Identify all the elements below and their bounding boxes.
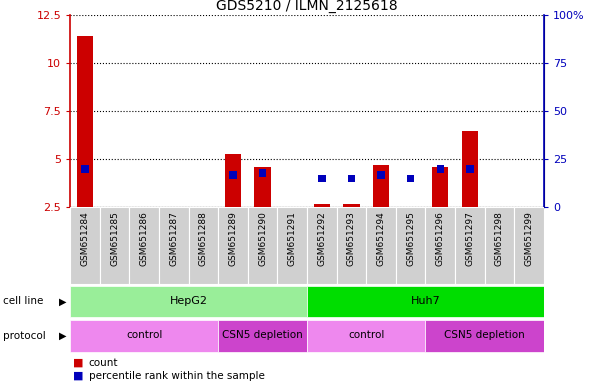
- Bar: [259, 169, 266, 177]
- Text: GSM651290: GSM651290: [258, 211, 267, 266]
- Text: GSM651297: GSM651297: [466, 211, 474, 266]
- Bar: [307, 207, 337, 284]
- Bar: [255, 167, 271, 207]
- Bar: [396, 207, 425, 284]
- Bar: [514, 207, 544, 284]
- Text: GSM651299: GSM651299: [524, 211, 533, 266]
- Bar: [229, 171, 236, 179]
- Text: GSM651295: GSM651295: [406, 211, 415, 266]
- Bar: [425, 320, 544, 352]
- Bar: [307, 286, 544, 317]
- Text: control: control: [348, 330, 384, 340]
- Text: GSM651291: GSM651291: [288, 211, 297, 266]
- Text: control: control: [126, 330, 163, 340]
- Text: percentile rank within the sample: percentile rank within the sample: [89, 371, 265, 381]
- Bar: [432, 167, 448, 207]
- Bar: [81, 165, 89, 173]
- Text: CSN5 depletion: CSN5 depletion: [222, 330, 303, 340]
- Text: Huh7: Huh7: [411, 296, 441, 306]
- Bar: [189, 207, 218, 284]
- Text: GSM651284: GSM651284: [81, 211, 90, 266]
- Bar: [77, 36, 93, 207]
- Bar: [425, 207, 455, 284]
- Bar: [455, 207, 485, 284]
- Text: GSM651296: GSM651296: [436, 211, 445, 266]
- Text: GSM651293: GSM651293: [347, 211, 356, 266]
- Bar: [225, 154, 241, 207]
- Bar: [373, 165, 389, 207]
- Text: GSM651287: GSM651287: [169, 211, 178, 266]
- Bar: [70, 286, 307, 317]
- Text: ■: ■: [73, 371, 84, 381]
- Bar: [248, 207, 277, 284]
- Bar: [378, 171, 385, 179]
- Bar: [130, 207, 159, 284]
- Bar: [159, 207, 189, 284]
- Bar: [485, 207, 514, 284]
- Text: count: count: [89, 358, 118, 368]
- Text: ▶: ▶: [59, 331, 66, 341]
- Bar: [466, 165, 474, 173]
- Bar: [307, 320, 425, 352]
- Bar: [462, 131, 478, 207]
- Bar: [100, 207, 130, 284]
- Bar: [218, 320, 307, 352]
- Bar: [70, 207, 100, 284]
- Title: GDS5210 / ILMN_2125618: GDS5210 / ILMN_2125618: [216, 0, 398, 13]
- Bar: [343, 204, 359, 207]
- Bar: [70, 320, 218, 352]
- Bar: [348, 175, 355, 182]
- Text: GSM651286: GSM651286: [140, 211, 148, 266]
- Text: GSM651298: GSM651298: [495, 211, 504, 266]
- Text: GSM651289: GSM651289: [229, 211, 238, 266]
- Bar: [366, 207, 396, 284]
- Text: GSM651294: GSM651294: [376, 211, 386, 266]
- Text: ▶: ▶: [59, 296, 66, 306]
- Text: HepG2: HepG2: [170, 296, 208, 306]
- Bar: [436, 165, 444, 173]
- Text: GSM651288: GSM651288: [199, 211, 208, 266]
- Bar: [407, 175, 414, 182]
- Text: GSM651292: GSM651292: [317, 211, 326, 266]
- Bar: [318, 175, 326, 182]
- Bar: [218, 207, 248, 284]
- Text: protocol: protocol: [3, 331, 46, 341]
- Text: cell line: cell line: [3, 296, 43, 306]
- Text: ■: ■: [73, 358, 84, 368]
- Bar: [313, 204, 330, 207]
- Bar: [337, 207, 366, 284]
- Bar: [277, 207, 307, 284]
- Text: GSM651285: GSM651285: [110, 211, 119, 266]
- Text: CSN5 depletion: CSN5 depletion: [444, 330, 525, 340]
